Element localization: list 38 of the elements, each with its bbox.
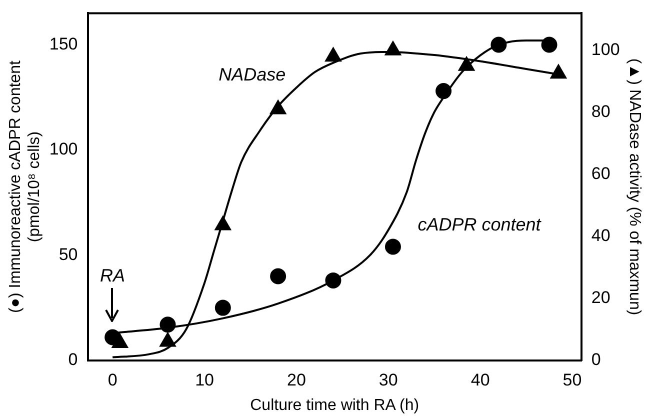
y2-axis-title: (▲) NADase activity (% of maxmun) — [626, 58, 643, 316]
point — [214, 216, 231, 230]
y-tick-label: 50 — [58, 244, 78, 264]
x-tick-label: 10 — [195, 370, 214, 390]
x-tick-label: 0 — [108, 370, 118, 390]
point — [270, 268, 286, 284]
annotation: NADase — [218, 64, 286, 85]
x-tick-label: 30 — [378, 370, 398, 390]
point — [384, 238, 401, 255]
point — [550, 64, 566, 79]
point — [490, 36, 507, 53]
point — [325, 272, 342, 288]
point — [160, 316, 176, 333]
point — [385, 41, 401, 56]
y2-tick-label: 0 — [591, 350, 601, 370]
x-tick-label: 40 — [470, 370, 490, 390]
point — [541, 36, 558, 53]
point — [160, 332, 176, 347]
x-axis-title: Culture time with RA (h) — [250, 396, 420, 414]
point — [270, 100, 286, 114]
annotation: RA — [100, 265, 125, 286]
y2-tick-label: 100 — [591, 40, 620, 60]
y-tick-label: 100 — [49, 140, 78, 159]
point — [436, 83, 452, 100]
annotation: cADPR content — [418, 214, 542, 235]
point — [458, 56, 474, 71]
y2-tick-label: 80 — [591, 102, 610, 122]
y-tick-label: 150 — [49, 34, 78, 54]
y2-tick-label: 40 — [591, 226, 610, 246]
y-tick-label: 0 — [68, 350, 78, 370]
y-axis-title: (●) Immunoreactive cADPR content (pmol/10⁸ cells) — [7, 60, 44, 314]
point — [325, 48, 342, 62]
point — [104, 329, 121, 346]
y2-tick-label: 60 — [591, 164, 610, 184]
x-tick-label: 20 — [286, 370, 306, 390]
x-tick-label: 50 — [562, 370, 582, 390]
y2-tick-label: 20 — [591, 288, 610, 308]
point — [214, 300, 231, 316]
